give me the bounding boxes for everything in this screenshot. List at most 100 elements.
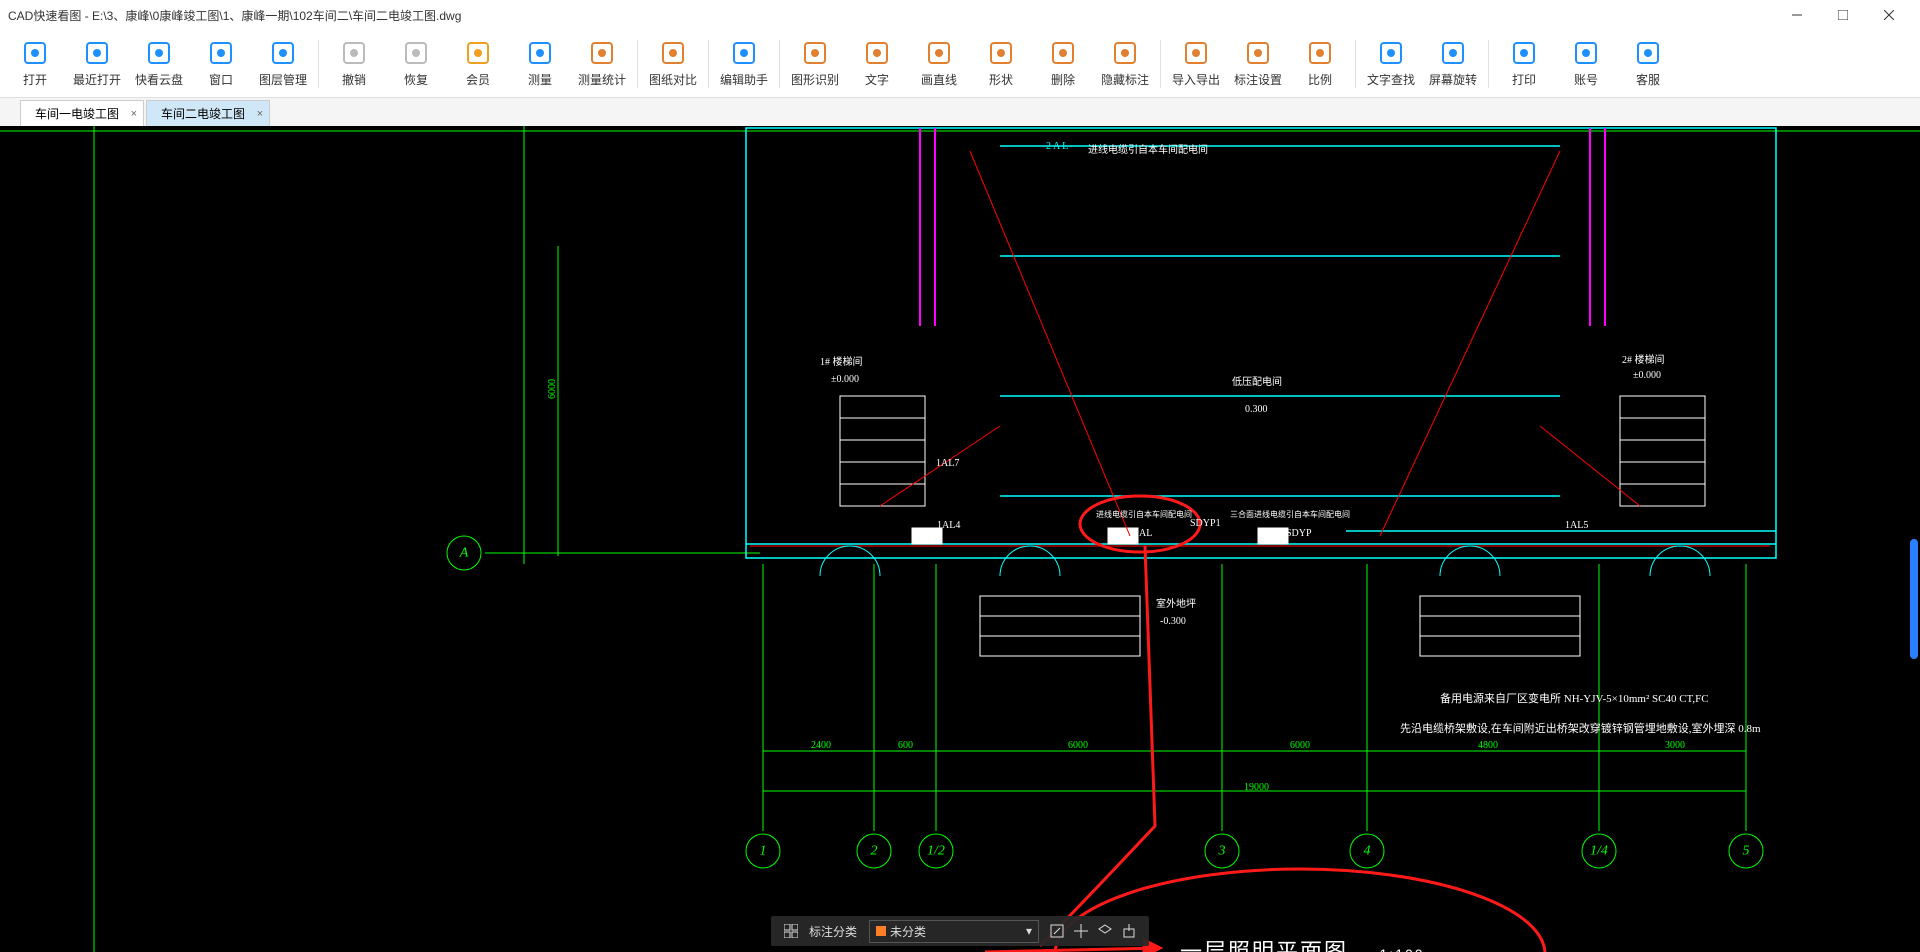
svg-text:3: 3 (1218, 844, 1226, 859)
tool-ann-set[interactable]: 标注设置 (1227, 32, 1289, 96)
cad-label: 1# 楼梯间 (820, 353, 863, 368)
tool-label: 测量 (528, 71, 552, 88)
tool-label: 快看云盘 (135, 71, 183, 88)
tool-open[interactable]: 打开 (4, 32, 66, 96)
tool-label: 比例 (1308, 71, 1332, 88)
drawing-canvas[interactable]: 121/2341/45A 一层照明平面图 1:100 2400600600060… (0, 126, 1920, 952)
cad-label: SDYP1 (1190, 518, 1221, 529)
tool-label: 账号 (1574, 71, 1598, 88)
tab-close-icon[interactable]: × (131, 108, 137, 120)
layer-icon (269, 39, 297, 67)
compare-icon (659, 39, 687, 67)
tool-edit-helper[interactable]: 编辑助手 (713, 32, 775, 96)
ann-set-icon (1244, 39, 1272, 67)
ann-class-select[interactable]: 未分类▾ (869, 920, 1039, 943)
cad-label: -0.300 (1160, 616, 1186, 627)
meas-stat-icon (588, 39, 616, 67)
export-icon[interactable] (1117, 919, 1141, 943)
svg-text:4: 4 (1364, 844, 1371, 859)
tool-redo[interactable]: 恢复 (385, 32, 447, 96)
tool-rotate[interactable]: 屏幕旋转 (1422, 32, 1484, 96)
grid-icon[interactable] (779, 919, 803, 943)
recent-icon (83, 39, 111, 67)
tool-label: 删除 (1051, 71, 1075, 88)
tool-label: 编辑助手 (720, 71, 768, 88)
find-icon (1377, 39, 1405, 67)
tool-label: 打印 (1512, 71, 1536, 88)
edit-helper-icon (730, 39, 758, 67)
undo-icon (340, 39, 368, 67)
open-icon (21, 39, 49, 67)
cad-label: 低压配电间 (1232, 373, 1282, 388)
tool-line[interactable]: 画直线 (908, 32, 970, 96)
vip-icon (464, 39, 492, 67)
cad-label: 1AL5 (1565, 520, 1588, 531)
redo-icon (402, 39, 430, 67)
cad-label: 1AL (1134, 528, 1152, 539)
tool-measure[interactable]: 测量 (509, 32, 571, 96)
tool-label: 恢复 (404, 71, 428, 88)
dimension-text: 600 (898, 740, 913, 751)
tool-scale[interactable]: 比例 (1289, 32, 1351, 96)
layers-icon[interactable] (1093, 919, 1117, 943)
tool-vip[interactable]: 会员 (447, 32, 509, 96)
tool-label: 文字查找 (1367, 71, 1415, 88)
tool-account[interactable]: 账号 (1555, 32, 1617, 96)
maximize-button[interactable] (1820, 0, 1866, 30)
tool-service[interactable]: 客服 (1617, 32, 1679, 96)
tool-recent[interactable]: 最近打开 (66, 32, 128, 96)
tool-img-rec[interactable]: 图形识别 (784, 32, 846, 96)
tab-1[interactable]: 车间二电竣工图× (146, 100, 270, 126)
tool-label: 形状 (989, 71, 1013, 88)
tool-meas-stat[interactable]: 测量统计 (571, 32, 633, 96)
tool-label: 文字 (865, 71, 889, 88)
tool-hide-ann[interactable]: 隐藏标注 (1094, 32, 1156, 96)
dimension-text: 2400 (811, 740, 831, 751)
title-bar: CAD快速看图 - E:\3、康峰\0康峰竣工图\1、康峰一期\102车间二\车… (0, 0, 1920, 30)
cad-label: ±0.000 (831, 374, 859, 385)
dimension-text: 3000 (1665, 740, 1685, 751)
cad-label: 1AL7 (936, 458, 959, 469)
minimize-button[interactable] (1774, 0, 1820, 30)
tool-cloud[interactable]: 快看云盘 (128, 32, 190, 96)
tool-undo[interactable]: 撤销 (323, 32, 385, 96)
cloud-icon (145, 39, 173, 67)
cad-drawing: 121/2341/45A (0, 126, 1920, 952)
dimension-text: 6000 (547, 379, 558, 399)
cad-label: 进线电缆引自本车间配电间 (1096, 509, 1192, 520)
svg-text:5: 5 (1743, 844, 1750, 859)
tab-0[interactable]: 车间一电竣工图 × (20, 100, 144, 126)
svg-text:A: A (459, 546, 469, 561)
cad-label: 进线电缆引自本车间配电间 (1088, 141, 1208, 156)
shape-icon (987, 39, 1015, 67)
tool-delete[interactable]: 删除 (1032, 32, 1094, 96)
main-toolbar: 打开 最近打开快看云盘 窗口 图层管理撤销恢复 会员 测量 测量统计图纸对比编辑助手图形识别… (0, 30, 1920, 98)
tool-label: 会员 (466, 71, 490, 88)
tool-print[interactable]: 打印 (1493, 32, 1555, 96)
tool-label: 打开 (23, 71, 47, 88)
tool-shape[interactable]: 形状 (970, 32, 1032, 96)
tool-label: 隐藏标注 (1101, 71, 1149, 88)
tool-layer[interactable]: 图层管理 (252, 32, 314, 96)
move-icon[interactable] (1069, 919, 1093, 943)
scroll-indicator[interactable] (1910, 539, 1918, 659)
img-rec-icon (801, 39, 829, 67)
tab-bar: 车间一电竣工图×车间二电竣工图× (0, 98, 1920, 126)
tool-window[interactable]: 窗口 (190, 32, 252, 96)
tool-text[interactable]: 文字 (846, 32, 908, 96)
ann-class-label: 标注分类 (809, 923, 857, 940)
tab-close-icon[interactable]: × (257, 108, 263, 120)
tool-label: 窗口 (209, 71, 233, 88)
edit-icon[interactable] (1045, 919, 1069, 943)
svg-text:1/2: 1/2 (927, 844, 945, 859)
cad-label: 2 A L (1046, 141, 1068, 152)
tool-find[interactable]: 文字查找 (1360, 32, 1422, 96)
hide-ann-icon (1111, 39, 1139, 67)
tool-compare[interactable]: 图纸对比 (642, 32, 704, 96)
close-button[interactable] (1866, 0, 1912, 30)
cad-label: SDYP (1286, 528, 1312, 539)
cad-label: 1AL4 (937, 520, 960, 531)
tool-import[interactable]: 导入导出 (1165, 32, 1227, 96)
tab-label: 车间一电竣工图 (35, 105, 119, 122)
account-icon (1572, 39, 1600, 67)
